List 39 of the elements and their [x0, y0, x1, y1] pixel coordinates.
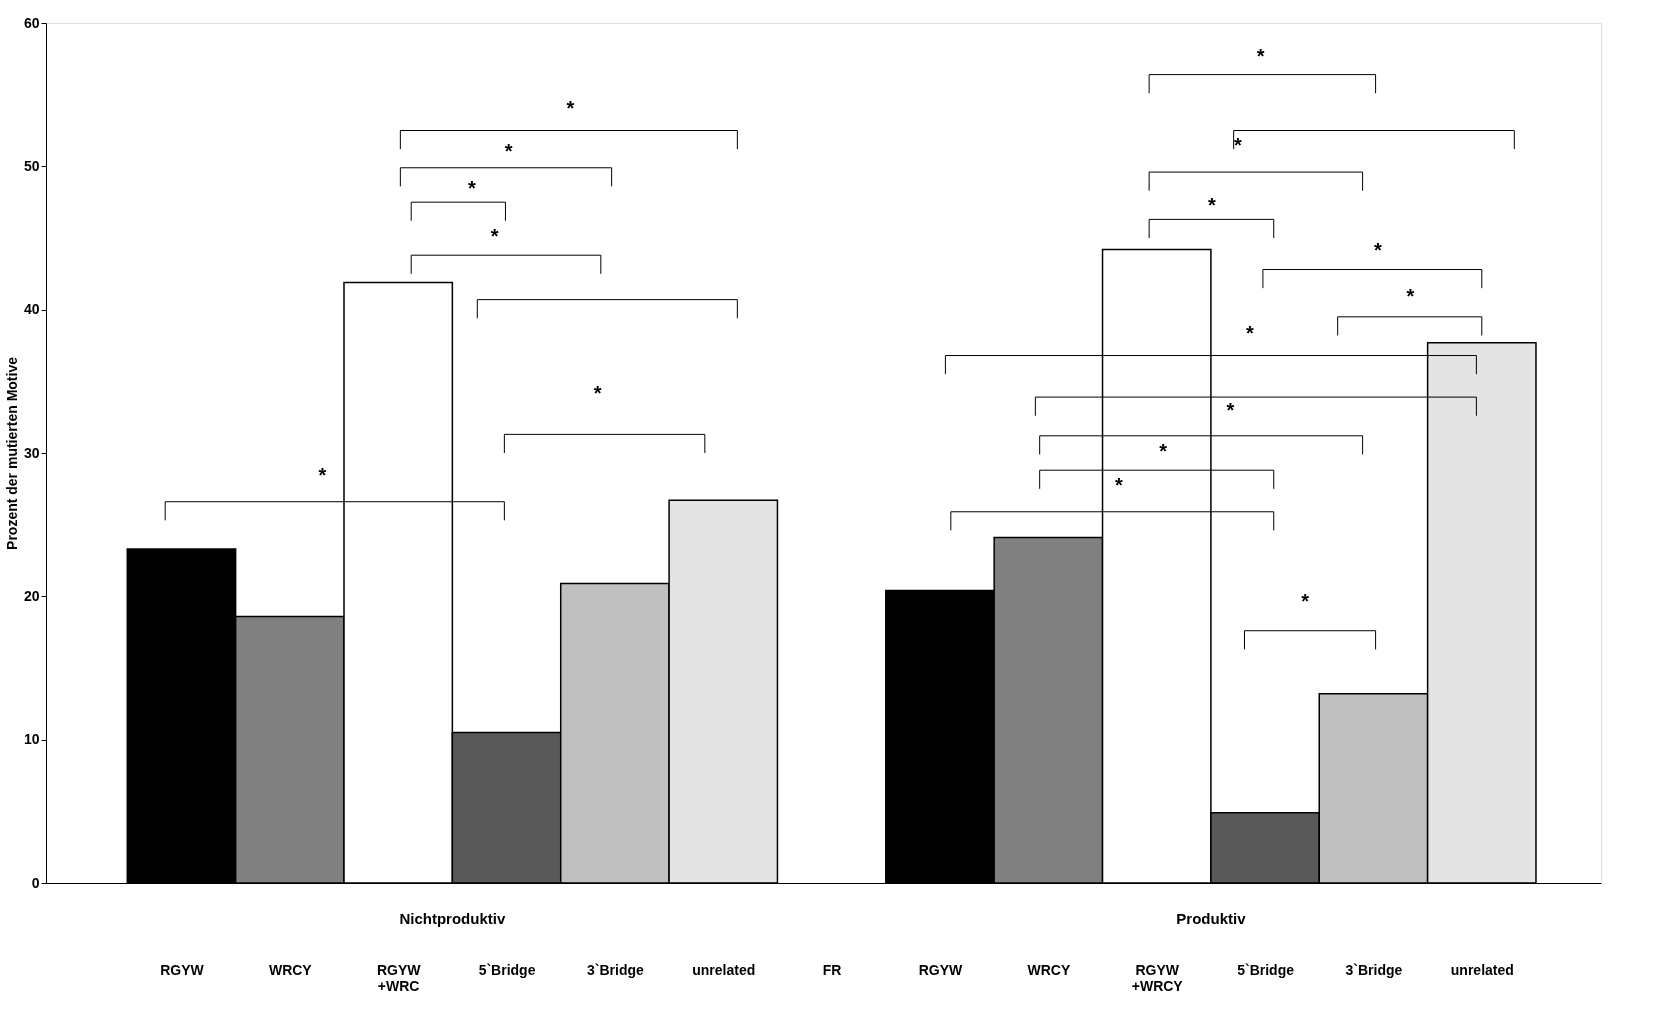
annotation: *: [490, 224, 499, 247]
x-tick-label: RGYW +WRC: [376, 961, 422, 994]
annotation: *: [1208, 194, 1217, 217]
y-tick-label: 30: [23, 444, 40, 461]
annotation: *: [1226, 399, 1235, 422]
y-tick-label: 50: [23, 157, 40, 174]
x-tick-label: RGYW +WRCY: [1131, 961, 1184, 994]
x-tick-label: 5`Bridge: [1237, 961, 1295, 978]
x-tick-label: unrelated: [1450, 961, 1514, 978]
y-tick-label: 0: [31, 874, 40, 891]
annotation: *: [318, 463, 327, 486]
annotation: *: [504, 140, 513, 162]
x-tick-label: 3`Bridge: [587, 961, 644, 978]
annotation: *: [1256, 45, 1265, 68]
y-tick-label: 40: [23, 301, 40, 318]
x-tick-label: RGYW: [918, 961, 964, 978]
y-tick-label: 60: [23, 14, 40, 31]
annotation: *: [1234, 134, 1243, 157]
annotation: *: [566, 97, 575, 119]
x-tick-label: FR: [822, 961, 842, 978]
y-tick-label: 20: [23, 587, 40, 604]
x-tick-label: WRCY: [1027, 961, 1071, 978]
x-tick-label: 5`Bridge: [478, 961, 536, 978]
annotation: *: [1301, 590, 1310, 613]
x-tick-label: RGYW: [160, 961, 205, 978]
text: Nichtproduktiv: [399, 910, 506, 927]
x-tick-label: WRCY: [268, 961, 313, 978]
annotation: *: [1373, 238, 1382, 261]
y-tick-label: 10: [23, 731, 40, 748]
x-tick-label: unrelated: [692, 961, 756, 978]
annotation: *: [1114, 473, 1123, 496]
text: Produktiv: [1176, 910, 1247, 927]
y-axis-title: Prozent der mutierten Motive: [3, 356, 20, 550]
annotation: *: [1246, 322, 1255, 345]
annotation: *: [1406, 284, 1415, 307]
annotation: *: [1159, 439, 1168, 462]
annotation: *: [467, 177, 476, 200]
x-tick-label: 3`Bridge: [1345, 961, 1403, 978]
annotation: *: [593, 382, 602, 405]
